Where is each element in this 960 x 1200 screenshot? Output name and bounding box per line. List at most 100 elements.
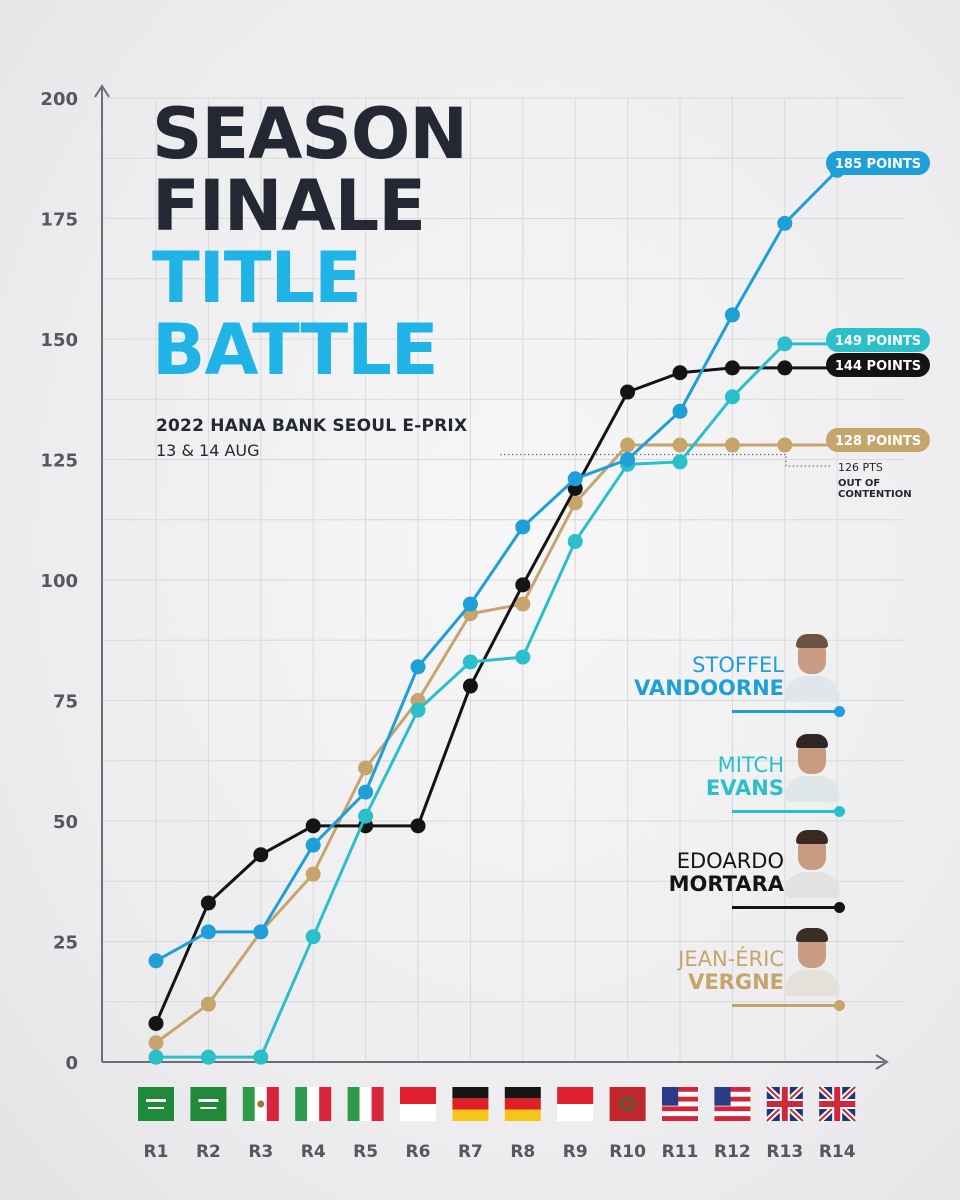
data-point — [253, 847, 269, 863]
data-point — [462, 596, 478, 612]
data-point — [567, 495, 583, 511]
points-labels: 185 POINTS 149 POINTS 144 POINTS 128 POINTS — [826, 151, 930, 452]
points-label-vandoorne: 185 POINTS — [826, 151, 930, 175]
flag-part — [714, 1106, 751, 1112]
driver-dot — [834, 902, 845, 913]
flag-part — [371, 1087, 384, 1121]
annotation-connector — [500, 454, 832, 467]
event-name: 2022 HANA BANK SEOUL E-PRIX — [156, 416, 468, 436]
flag-part — [359, 1087, 372, 1121]
driver-dot — [834, 806, 845, 817]
annotation-line2: CONTENTION — [838, 489, 912, 500]
driver-underline — [732, 906, 842, 909]
x-tick-label: R2 — [196, 1142, 221, 1162]
x-tick-label: R14 — [819, 1142, 856, 1162]
flag-part — [452, 1109, 489, 1121]
points-label-vergne: 128 POINTS — [826, 428, 930, 452]
driver-card-vandoorne: STOFFEL VANDOORNE — [580, 630, 960, 722]
driver-underline — [732, 810, 842, 813]
flag-part — [257, 1100, 265, 1108]
data-point — [515, 519, 531, 535]
x-tick-label: R10 — [609, 1142, 646, 1162]
flag-part — [620, 1097, 635, 1111]
data-point — [410, 818, 426, 834]
flag-part — [766, 1101, 803, 1107]
flag-part — [714, 1087, 731, 1106]
flag-part — [504, 1098, 541, 1110]
data-point — [567, 533, 583, 549]
flag-part — [662, 1106, 698, 1112]
flag-part — [452, 1087, 489, 1099]
data-point — [777, 437, 793, 453]
driver-last-name: VANDOORNE — [634, 676, 784, 700]
data-point — [200, 895, 216, 911]
flag-part — [557, 1104, 594, 1121]
flag-part — [714, 1087, 751, 1092]
flag-part — [819, 1101, 856, 1107]
flag-part — [400, 1104, 436, 1121]
series-line — [156, 342, 838, 1059]
data-point — [358, 808, 374, 824]
germany-flag-icon — [452, 1087, 489, 1121]
points-label-pill — [826, 328, 930, 352]
data-point — [777, 360, 793, 376]
headline-line-2: FINALE — [152, 165, 426, 247]
uk-flag-icon — [817, 1084, 858, 1124]
driver-last-name: EVANS — [705, 776, 784, 800]
data-point — [410, 702, 426, 718]
flag-part — [347, 1087, 360, 1121]
data-point — [462, 654, 478, 670]
headline-line-4: BATTLE — [152, 309, 439, 391]
driver-first-name: EDOARDO — [676, 849, 784, 873]
data-point — [672, 454, 688, 470]
flag-part — [662, 1087, 679, 1106]
y-tick-label: 25 — [53, 933, 78, 954]
data-point — [462, 678, 478, 694]
annotation-line1: OUT OF — [838, 478, 880, 489]
series-line — [155, 169, 839, 963]
flag-part — [714, 1111, 751, 1117]
driver-card-evans: MITCH EVANS — [580, 730, 960, 822]
flag-part — [557, 1087, 594, 1104]
data-point — [148, 1015, 164, 1031]
headline-line-3: TITLE — [152, 237, 362, 319]
usa-flag-icon — [714, 1087, 751, 1121]
data-point — [358, 760, 374, 776]
points-label-pill — [826, 428, 930, 452]
headline: SEASON FINALE TITLE BATTLE — [152, 93, 468, 391]
race-flags — [138, 1084, 858, 1124]
germany-flag-icon — [504, 1087, 541, 1121]
x-tick-label: R13 — [766, 1142, 803, 1162]
flag-part — [504, 1109, 541, 1121]
flag-part — [295, 1087, 308, 1121]
driver-portrait-evans — [784, 730, 840, 802]
flag-part — [662, 1111, 698, 1117]
y-tick-label: 50 — [53, 812, 78, 833]
y-tick-label: 75 — [53, 692, 78, 713]
driver-portrait-vandoorne — [784, 630, 840, 702]
data-point — [148, 1049, 164, 1065]
flag-part — [504, 1087, 541, 1099]
points-label-text: 128 POINTS — [835, 434, 921, 449]
x-tick-label: R6 — [406, 1142, 431, 1162]
driver-dot — [834, 1000, 845, 1011]
driver-last-name: VERGNE — [688, 970, 784, 994]
x-axis-arrow — [875, 1054, 889, 1070]
y-tick-label: 150 — [40, 330, 78, 351]
flag-part — [714, 1101, 751, 1107]
flag-part — [148, 1107, 164, 1109]
flag-part — [662, 1096, 698, 1102]
points-label-text: 144 POINTS — [835, 359, 921, 374]
flag-part — [200, 1107, 217, 1109]
flag-part — [714, 1096, 751, 1102]
data-point — [672, 365, 688, 381]
data-point — [620, 384, 636, 400]
driver-portrait-vergne — [784, 924, 840, 996]
driver-card-vergne: JEAN-ÉRIC VERGNE — [580, 924, 960, 1016]
headline-line-1: SEASON — [152, 93, 468, 175]
data-point — [672, 403, 688, 419]
y-axis-arrow — [94, 84, 110, 98]
points-label-evans: 149 POINTS — [826, 328, 930, 352]
flag-part — [662, 1091, 698, 1097]
x-tick-label: R11 — [662, 1142, 699, 1162]
